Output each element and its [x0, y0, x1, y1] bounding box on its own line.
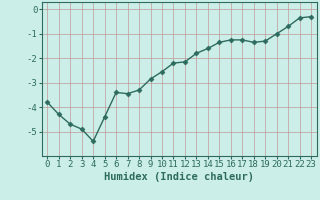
X-axis label: Humidex (Indice chaleur): Humidex (Indice chaleur): [104, 172, 254, 182]
